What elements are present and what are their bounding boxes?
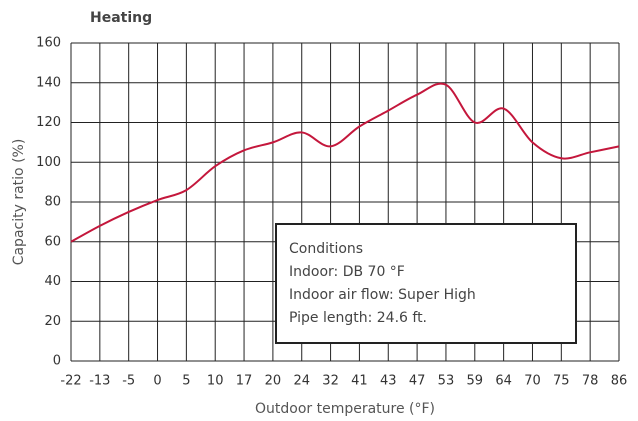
annotation-line: Pipe length: 24.6 ft. (289, 310, 427, 326)
y-tick-label: 60 (44, 234, 61, 249)
annotation-box (275, 223, 577, 344)
data-line (70, 82, 620, 243)
x-tick-label: 64 (495, 374, 512, 389)
x-tick-label: 0 (153, 374, 161, 389)
annotation-line: Indoor: DB 70 °F (289, 264, 405, 280)
x-tick-label: 59 (467, 374, 484, 389)
x-tick-label: 24 (293, 374, 310, 389)
x-tick-label: 86 (611, 374, 628, 389)
y-tick-label: 160 (36, 36, 61, 51)
annotation-line: Indoor air flow: Super High (289, 287, 476, 303)
x-tick-label: 53 (438, 374, 455, 389)
x-tick-label: 43 (380, 374, 397, 389)
y-axis-title: Capacity ratio (%) (11, 139, 27, 266)
x-tick-label: 5 (182, 374, 190, 389)
y-tick-label: 80 (44, 195, 61, 210)
x-tick-label: -13 (89, 374, 110, 389)
y-tick-label: 120 (36, 115, 61, 130)
y-tick-label: 40 (44, 274, 61, 289)
y-tick-label: 0 (53, 354, 61, 369)
x-tick-label: -22 (60, 374, 81, 389)
y-tick-label: 100 (36, 155, 61, 170)
x-tick-label: 20 (265, 374, 282, 389)
x-tick-label: -5 (122, 374, 135, 389)
x-tick-label: 70 (524, 374, 541, 389)
y-tick-label: 140 (36, 75, 61, 90)
x-tick-label: 41 (351, 374, 368, 389)
chart-title: Heating (90, 10, 152, 26)
annotation-line: Conditions (289, 241, 363, 257)
x-axis-title: Outdoor temperature (°F) (255, 401, 435, 417)
x-tick-label: 10 (207, 374, 224, 389)
x-tick-label: 32 (322, 374, 339, 389)
x-tick-label: 75 (553, 374, 570, 389)
y-tick-label: 20 (44, 314, 61, 329)
x-tick-label: 17 (236, 374, 253, 389)
x-tick-label: 47 (409, 374, 426, 389)
x-tick-label: 78 (582, 374, 599, 389)
